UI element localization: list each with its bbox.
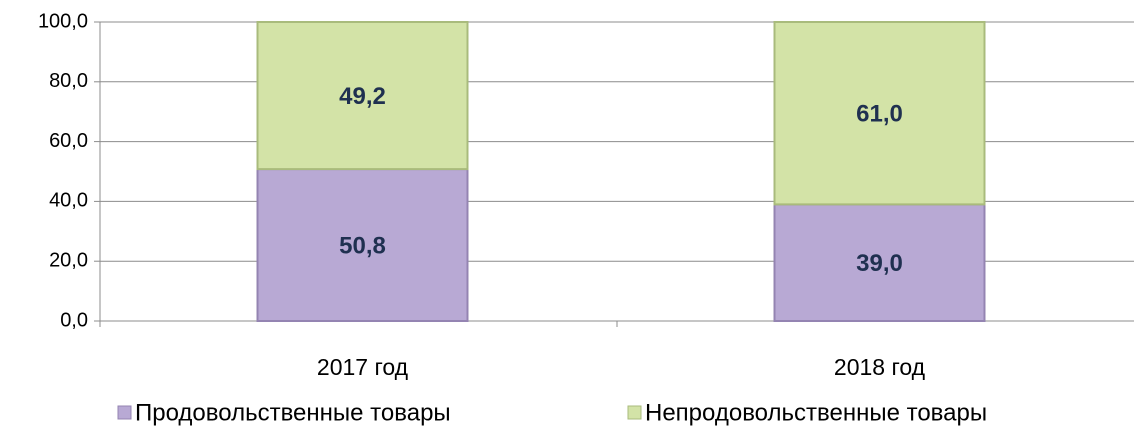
y-tick-label: 80,0 (49, 70, 88, 92)
data-label: 49,2 (339, 83, 386, 110)
x-tick-label: 2017 год (317, 354, 409, 380)
x-tick-label: 2018 год (834, 354, 926, 380)
bar-segment (256, 21, 469, 171)
legend-label: Продовольственные товары (135, 399, 451, 426)
y-tick-label: 100,0 (38, 10, 88, 32)
y-tick-label: 40,0 (49, 190, 88, 212)
data-label: 61,0 (856, 101, 903, 128)
bar-segment (773, 203, 986, 322)
data-label: 39,0 (856, 250, 903, 277)
legend-swatch (627, 405, 642, 420)
y-tick-label: 20,0 (49, 249, 88, 271)
bar-segment (256, 168, 469, 322)
legend-label: Непродовольственные товары (645, 399, 987, 426)
bar-segment (773, 21, 986, 206)
legend-swatch (117, 405, 132, 420)
y-tick-label: 0,0 (60, 309, 88, 331)
y-tick-label: 60,0 (49, 130, 88, 152)
data-label: 50,8 (339, 232, 386, 259)
